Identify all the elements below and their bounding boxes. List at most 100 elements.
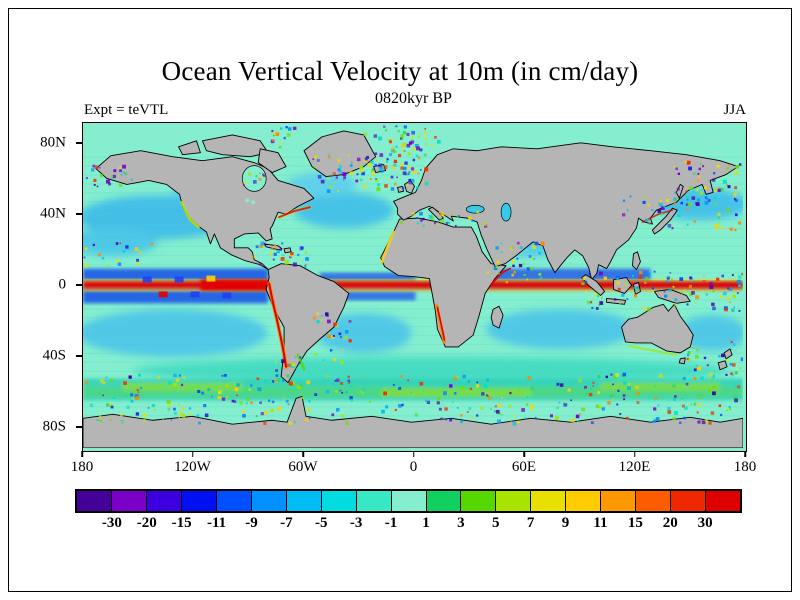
colorbar-cell [146, 491, 182, 511]
lat-tick-mark [76, 142, 82, 144]
japan [651, 207, 678, 235]
colorbar-level-label: 1 [422, 515, 430, 531]
lon-tick-mark [523, 451, 525, 457]
lat-tick-mark [76, 213, 82, 215]
colorbar-level-label: -11 [206, 515, 227, 531]
latitude-axis: 80N 40N 0 40S 80S [0, 122, 82, 450]
colorbar-cell [496, 491, 532, 511]
tasmania [678, 357, 686, 365]
colorbar-level-label: -9 [245, 515, 258, 531]
lat-tick-label: 0 [58, 276, 67, 293]
experiment-label: Expt = teVTL [84, 102, 169, 118]
map-svg [83, 123, 743, 448]
colorbar-level-label: 5 [491, 515, 500, 531]
colorbar-cell [671, 491, 707, 511]
new-zealand-south [717, 360, 728, 371]
lat-tick-label: 80N [40, 134, 66, 151]
hudson-bay [241, 165, 267, 192]
world-map [82, 122, 747, 452]
lat-tick-label: 40S [42, 347, 66, 364]
lon-tick-mark [302, 451, 304, 457]
colorbar-level-label: -7 [280, 515, 293, 531]
lat-tick-mark [76, 426, 82, 428]
southern-ocean-band [83, 378, 743, 401]
inland-seas [241, 165, 512, 222]
lon-tick-label: 60E [511, 459, 537, 475]
java [606, 297, 626, 305]
lon-tick-label: 120W [174, 459, 211, 475]
baffin-island [257, 148, 287, 173]
lat-tick-label: 40N [40, 205, 66, 222]
colorbar-cell [391, 491, 427, 511]
philippines [632, 251, 641, 271]
colorbar-cell [286, 491, 322, 511]
colorbar [75, 489, 742, 513]
colorbar-cell [531, 491, 567, 511]
colorbar-labels: -30 -20 -15 -11 -9 -7 -5 -3 -1 1 3 5 7 9 11 15 20 30 [75, 515, 742, 535]
sakhalin [675, 183, 684, 199]
outer-border [8, 8, 792, 592]
colorbar-cell [461, 491, 497, 511]
great-lakes [245, 198, 250, 203]
colorbar-level-label: -5 [315, 515, 328, 531]
colorbar-cell [636, 491, 672, 511]
lon-tick-mark [412, 451, 415, 457]
new-zealand-north [723, 348, 733, 360]
lat-tick-mark [76, 284, 82, 286]
australia [621, 303, 694, 354]
colorbar-level-label: -20 [136, 515, 157, 531]
colorbar-level-label: 11 [593, 515, 608, 531]
chart-subtitle: 0820kyr BP [375, 90, 452, 107]
longitude-axis: 180 120W 60W 0 60E 120E 180 [71, 450, 756, 482]
colorbar-level-label: -3 [349, 515, 363, 531]
colorbar-level-label: 15 [627, 515, 643, 531]
lon-tick-label: 180 [733, 459, 757, 475]
equatorial-bands [83, 268, 743, 304]
greenland [303, 130, 377, 177]
lon-tick-label: 60W [288, 459, 318, 475]
great-lakes [251, 200, 256, 205]
arctic-islands-2 [178, 140, 201, 156]
colorbar-cell [706, 491, 741, 511]
colorbar-level-label: 9 [561, 515, 570, 531]
colorbar-cell [181, 491, 217, 511]
colorbar-cell [566, 491, 602, 511]
speckle-texture [83, 125, 743, 426]
colorbar-level-label: -30 [101, 515, 122, 531]
chart-title: Ocean Vertical Velocity at 10m (in cm/da… [161, 56, 639, 86]
colorbar-level-label: 30 [697, 515, 713, 531]
coastal-upwelling-streaks [180, 201, 678, 371]
colorbar-cell [216, 491, 252, 511]
madagascar [490, 305, 504, 329]
season-label: JJA [723, 102, 746, 118]
lat-tick-label: 80S [42, 418, 66, 435]
colorbar-cell [77, 491, 112, 511]
sumatra [581, 274, 606, 296]
italy [427, 206, 444, 221]
colorbar-level-label: -15 [171, 515, 192, 531]
colorbar-cell [111, 491, 147, 511]
colorbar-level-label: -1 [384, 515, 398, 531]
colorbar-level-label: 20 [662, 515, 678, 531]
antarctica [83, 396, 743, 448]
hispaniola [283, 247, 292, 254]
caspian-sea [500, 202, 512, 222]
africa [380, 217, 507, 348]
lon-tick-label: 120E [618, 459, 651, 475]
lon-tick-mark [191, 451, 194, 457]
lon-tick-mark [744, 451, 746, 457]
lon-tick-mark [81, 451, 83, 457]
colorbar-cell [251, 491, 287, 511]
lon-tick-mark [633, 451, 636, 457]
black-sea [465, 204, 485, 214]
colorbar-level-label: 7 [526, 515, 535, 531]
lat-tick-mark [76, 355, 82, 357]
colorbar-cell [601, 491, 637, 511]
colorbar-cell [426, 491, 462, 511]
lon-tick-label: 0 [409, 459, 418, 475]
colorbar-cell [356, 491, 392, 511]
lon-tick-label: 180 [70, 459, 94, 475]
colorbar-cell [321, 491, 357, 511]
colorbar-level-label: 3 [457, 515, 465, 531]
